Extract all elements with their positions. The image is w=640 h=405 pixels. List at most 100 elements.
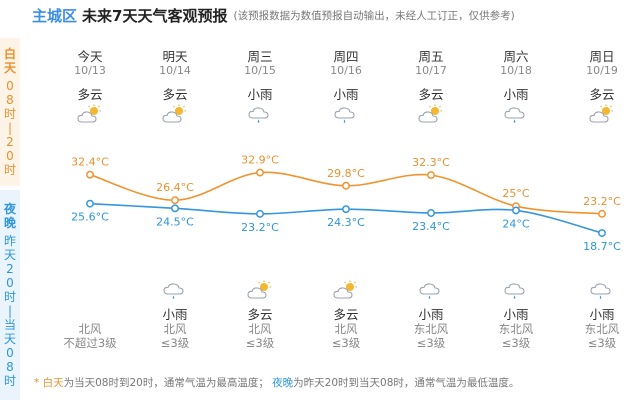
night-range: 昨天 2 0 时 | 当天 0 8 时 bbox=[3, 234, 16, 388]
day-weather: 小雨 bbox=[503, 87, 529, 102]
night-weather: 小雨 bbox=[503, 307, 529, 322]
footer-star: * bbox=[34, 377, 40, 389]
night-temperature-label: 24°C bbox=[502, 217, 529, 230]
wind-direction: 东北风 bbox=[498, 322, 534, 336]
day-name: 周五 bbox=[418, 49, 444, 64]
day-column: 周日 10/19 多云 bbox=[567, 46, 637, 128]
night-temperature-label: 24.3°C bbox=[327, 216, 365, 229]
wind-level: ≤3级 bbox=[331, 336, 361, 350]
day-column: 周三 10/15 小雨 bbox=[225, 46, 295, 130]
night-column: 小雨 东北风 ≤3级 bbox=[567, 280, 637, 350]
night-column: 小雨 东北风 ≤3级 bbox=[396, 280, 466, 350]
day-weather: 多云 bbox=[162, 87, 188, 102]
day-title: 白天 bbox=[3, 47, 16, 75]
day-period-label: 白天 0 8 时 | 2 0 时 bbox=[0, 38, 20, 186]
wind-direction: 北风 bbox=[163, 322, 187, 336]
partly-cloudy-icon bbox=[225, 280, 295, 302]
day-column: 周五 10/17 多云 bbox=[396, 46, 466, 128]
night-temperature-label: 25.6°C bbox=[71, 211, 109, 224]
day-temperature-label: 29.8°C bbox=[327, 167, 365, 180]
day-temperature-label: 26.4°C bbox=[156, 181, 194, 194]
night-temperature-label: 23.4°C bbox=[412, 220, 450, 233]
wind-level: ≤3级 bbox=[501, 336, 531, 350]
night-temperature-point bbox=[427, 209, 435, 217]
footer-note: * 白天为当天08时到20时，通常气温为最高温度； 夜晚为昨天20时到当天08时… bbox=[34, 375, 519, 390]
day-weather: 多云 bbox=[589, 87, 615, 102]
day-temperature-point bbox=[342, 181, 350, 190]
day-name: 周六 bbox=[503, 49, 529, 64]
night-weather: 多云 bbox=[247, 307, 273, 322]
day-range: 0 8 时 | 2 0 时 bbox=[3, 79, 16, 177]
day-weather: 小雨 bbox=[247, 87, 273, 102]
day-column: 周六 10/18 小雨 bbox=[481, 46, 551, 130]
forecast-header: 主城区 未来7天天气客观预报 (该预报数据为数值预报自动输出，未经人工订正，仅供… bbox=[0, 0, 640, 30]
city-name: 主城区 bbox=[32, 6, 78, 25]
light-rain-icon bbox=[311, 104, 381, 130]
day-temperature-point bbox=[427, 171, 435, 180]
night-weather: 小雨 bbox=[162, 307, 188, 322]
partly-cloudy-icon bbox=[311, 280, 381, 302]
wind-direction: 北风 bbox=[78, 322, 102, 336]
day-column: 今天 10/13 多云 bbox=[55, 46, 125, 128]
day-date: 10/13 bbox=[74, 64, 106, 77]
wind-direction: 北风 bbox=[248, 322, 272, 336]
day-column: 明天 10/14 多云 bbox=[140, 46, 210, 128]
light-rain-icon bbox=[481, 280, 551, 302]
day-temperature-label: 32.9°C bbox=[241, 154, 279, 167]
wind-level: ≤3级 bbox=[160, 336, 190, 350]
wind-direction: 东北风 bbox=[584, 322, 620, 336]
night-temperature-point bbox=[256, 209, 264, 218]
night-weather: 多云 bbox=[333, 307, 359, 322]
day-name: 今天 bbox=[77, 49, 103, 64]
night-column: 小雨 北风 ≤3级 bbox=[140, 280, 210, 350]
day-date: 10/17 bbox=[415, 64, 447, 77]
night-temperature-label: 24.5°C bbox=[156, 215, 194, 228]
day-name: 周四 bbox=[333, 49, 359, 64]
light-rain-icon bbox=[396, 280, 466, 302]
day-temperature-point bbox=[171, 196, 179, 205]
night-temperature-point bbox=[171, 204, 179, 213]
partly-cloudy-icon bbox=[55, 104, 125, 128]
day-weather: 小雨 bbox=[333, 87, 359, 102]
forecast-note: (该预报数据为数值预报自动输出，未经人工订正，仅供参考) bbox=[233, 9, 515, 22]
day-date: 10/18 bbox=[500, 64, 532, 77]
day-temperature-label: 23.2°C bbox=[583, 195, 621, 208]
day-temperature-point bbox=[256, 168, 264, 177]
footer-night-word: 夜晚 bbox=[272, 377, 294, 389]
light-rain-icon bbox=[567, 280, 637, 302]
wind-level: ≤3级 bbox=[245, 336, 275, 350]
day-name: 明天 bbox=[162, 49, 188, 64]
wind-direction: 东北风 bbox=[413, 322, 449, 336]
footer-day-text: 为当天08时到20时，通常气温为最高温度； bbox=[63, 377, 269, 389]
night-weather: 小雨 bbox=[589, 307, 615, 322]
night-period-label: 夜晚 昨天 2 0 时 | 当天 0 8 时 bbox=[0, 190, 20, 400]
day-date: 10/14 bbox=[159, 64, 191, 77]
day-weather: 多云 bbox=[77, 87, 103, 102]
night-temperature-point bbox=[598, 229, 606, 237]
night-temperature-label: 23.2°C bbox=[241, 221, 279, 234]
day-temperature-label: 32.4°C bbox=[71, 156, 109, 169]
day-name: 周三 bbox=[247, 49, 273, 64]
day-name: 周日 bbox=[589, 49, 615, 64]
partly-cloudy-icon bbox=[396, 104, 466, 128]
night-temperature-point bbox=[86, 199, 94, 208]
day-temperature-point bbox=[598, 209, 606, 218]
day-temperature-label: 25°C bbox=[502, 187, 529, 200]
night-column: 多云 北风 ≤3级 bbox=[311, 280, 381, 350]
night-temperature-point bbox=[512, 206, 520, 215]
wind-direction: 北风 bbox=[334, 322, 358, 336]
light-rain-icon bbox=[140, 280, 210, 302]
day-date: 10/16 bbox=[330, 64, 362, 77]
day-weather: 多云 bbox=[418, 87, 444, 102]
day-date: 10/15 bbox=[244, 64, 276, 77]
light-rain-icon bbox=[481, 104, 551, 130]
wind-level: ≤3级 bbox=[587, 336, 617, 350]
page-title: 未来7天天气客观预报 bbox=[82, 6, 228, 25]
night-column: 北风 不超过3级 bbox=[55, 280, 125, 350]
wind-level: ≤3级 bbox=[416, 336, 446, 350]
night-weather: 小雨 bbox=[418, 307, 444, 322]
night-column: 小雨 东北风 ≤3级 bbox=[481, 280, 551, 350]
day-column: 周四 10/16 小雨 bbox=[311, 46, 381, 130]
day-temperature-point bbox=[86, 170, 94, 179]
